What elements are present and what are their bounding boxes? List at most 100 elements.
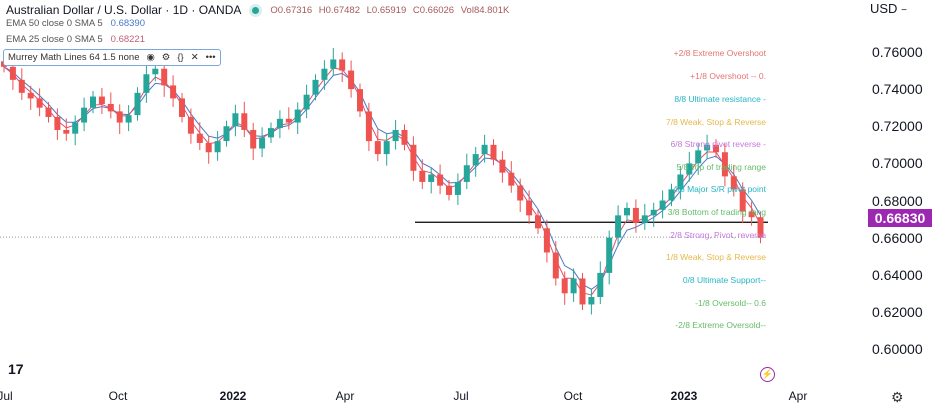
high-value: H0.67482: [318, 4, 360, 16]
candle-body: [730, 176, 737, 190]
candle-body: [668, 189, 675, 201]
candle-body: [517, 185, 524, 201]
close-icon[interactable]: ✕: [190, 52, 199, 63]
murrey-line-label: 3/8 Bottom of trading rang: [667, 207, 766, 217]
lightning-icon[interactable]: ⚡: [760, 367, 775, 382]
murrey-line-label: -1/8 Oversold-- 0.6: [695, 298, 766, 308]
candle-body: [428, 174, 435, 182]
candle-body: [526, 200, 533, 216]
candle-body: [357, 89, 363, 112]
candle-body: [214, 141, 221, 153]
more-icon[interactable]: •••: [205, 52, 216, 63]
candle-body: [615, 215, 622, 238]
symbol-title[interactable]: Australian Dollar / U.S. Dollar · 1D · O…: [6, 3, 242, 17]
candle-body: [579, 278, 586, 305]
candle-body: [748, 211, 755, 218]
ema25-legend[interactable]: EMA 25 close 0 SMA 5 0.68221: [6, 34, 145, 45]
candle-body: [392, 129, 399, 142]
candle-body: [250, 129, 257, 149]
murrey-line-label: 2/8 Strong, Pivot, reverse: [670, 230, 766, 240]
close-value: C0.66026: [412, 4, 455, 16]
murrey-legend[interactable]: Murrey Math Lines 64 1.5 none ◉ ⚙ {} ✕ •…: [3, 49, 221, 66]
candle-body: [54, 116, 61, 130]
candle-body: [98, 96, 105, 104]
header-row: Australian Dollar / U.S. Dollar · 1D · O…: [6, 3, 513, 17]
candle-body: [588, 297, 595, 305]
candle-body: [721, 152, 728, 177]
candle-body: [27, 92, 34, 99]
candle-body: [143, 74, 150, 93]
candle-body: [330, 59, 337, 69]
braces-icon[interactable]: {}: [177, 52, 184, 63]
x-tick-label: Jul: [453, 389, 469, 403]
candle-body: [170, 85, 177, 99]
y-tick-label: 0.60000: [872, 341, 923, 357]
candle-body: [365, 111, 372, 142]
candle-body: [695, 150, 702, 164]
candle-body: [241, 113, 248, 130]
y-tick-label: 0.68000: [872, 192, 923, 209]
candle-body: [134, 92, 141, 116]
eye-icon[interactable]: ◉: [146, 52, 155, 63]
candle-body: [401, 129, 408, 145]
murrey-line-label: 1/8 Weak, Stop & Reverse: [665, 252, 766, 262]
candle-body: [472, 154, 479, 166]
candle-body: [677, 174, 684, 190]
x-tick-label: Apr: [788, 389, 808, 403]
candle-body: [606, 237, 613, 273]
ema25-value: 0.68221: [110, 34, 145, 45]
candle-body: [686, 163, 693, 175]
candle-body: [704, 144, 711, 151]
x-tick-label: Oct: [108, 389, 128, 403]
ema50-legend[interactable]: EMA 50 close 0 SMA 5 0.68390: [6, 18, 145, 29]
candle-body: [552, 252, 559, 279]
murrey-line-label: +2/8 Extreme Overshoot: [673, 48, 766, 58]
low-value: L0.65919: [366, 4, 407, 16]
ema50-label: EMA 50 close 0 SMA 5: [6, 18, 103, 29]
candle-body: [739, 189, 746, 212]
candle-body: [570, 278, 577, 294]
candle-body: [223, 126, 230, 142]
ema25-label: EMA 25 close 0 SMA 5: [6, 34, 103, 45]
candle-body: [561, 278, 568, 294]
ema50-line: [3, 66, 761, 290]
collapse-icon[interactable]: −: [901, 5, 907, 16]
candle-body: [454, 181, 461, 195]
candle-body: [757, 217, 764, 238]
y-tick-label: 0.70000: [872, 155, 923, 172]
candle-body: [437, 174, 444, 186]
murrey-line-label: 8/8 Ultimate resistance -: [674, 94, 766, 104]
candle-body: [179, 98, 185, 117]
candle-body: [463, 165, 470, 182]
candle-body: [383, 141, 390, 155]
candle-body: [410, 144, 417, 171]
settings-gear-icon[interactable]: ⚙: [891, 389, 904, 405]
murrey-line-label: 0/8 Ultimate Support--: [682, 275, 766, 285]
candle-body: [446, 185, 452, 195]
candle-body: [374, 141, 381, 155]
candle-body: [36, 98, 43, 108]
currency-label[interactable]: USD −: [870, 1, 907, 16]
murrey-line-label: 6/8 Strong pivot reverse -: [670, 139, 766, 149]
x-tick-label: 2023: [670, 389, 698, 403]
ema50-value: 0.68390: [110, 18, 145, 29]
x-tick-label: Oct: [563, 389, 583, 403]
currency-text: USD: [870, 1, 898, 16]
x-tick-label: 2022: [219, 389, 247, 403]
y-tick-label: 0.64000: [872, 266, 923, 283]
candle-body: [81, 107, 88, 123]
candle-body: [321, 68, 328, 80]
candle-body: [116, 111, 123, 123]
candle-body: [161, 68, 168, 86]
candle-body: [45, 107, 52, 117]
open-value: O0.67316: [270, 4, 313, 16]
gear-icon[interactable]: ⚙: [161, 52, 171, 63]
candle-body: [285, 118, 292, 123]
candle-body: [187, 116, 194, 134]
candle-body: [499, 159, 506, 173]
candle-body: [508, 172, 515, 186]
candle-body: [72, 122, 79, 134]
ema25-line: [3, 66, 761, 296]
